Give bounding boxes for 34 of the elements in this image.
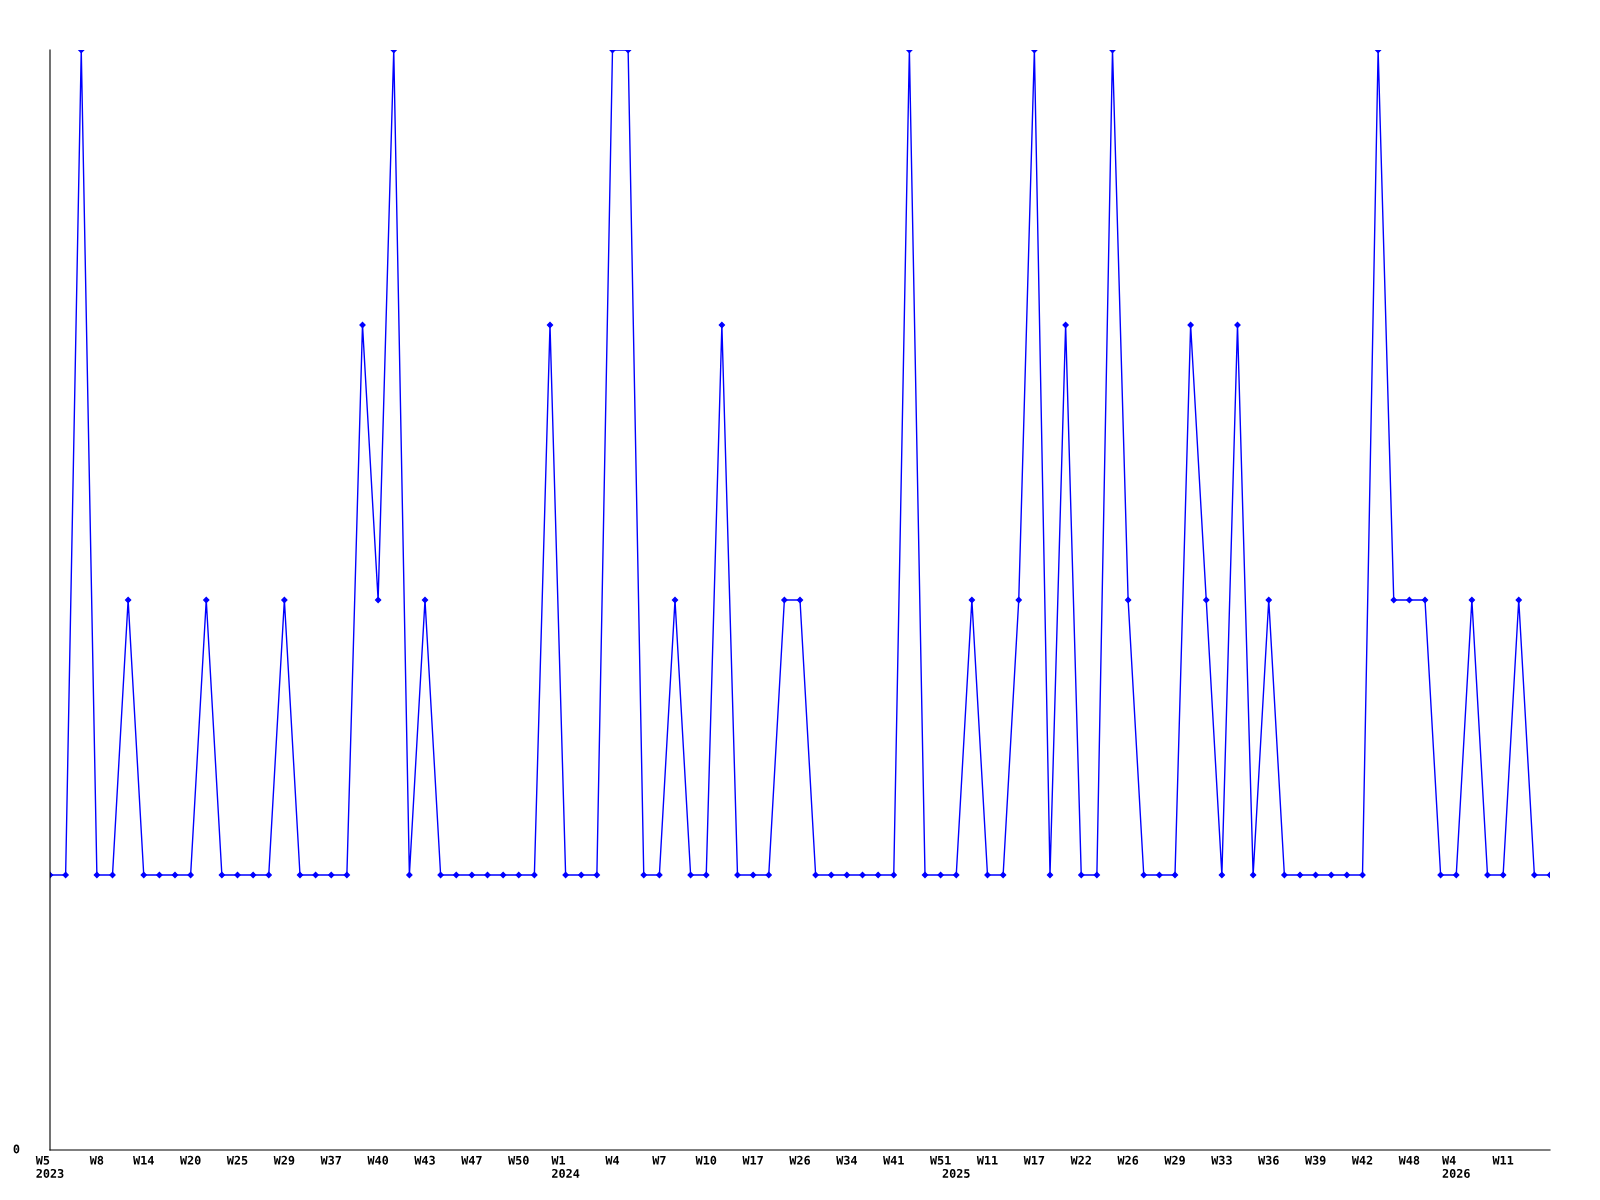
x-tick-label: W7 [652,1155,666,1165]
x-tick-label: W8 [89,1155,104,1165]
x-tick-label: W11 [1492,1155,1514,1165]
x-tick-label: 2025 [942,1168,970,1178]
x-tick-label: W1 2024 [551,1155,580,1178]
x-tick-label: W50 [508,1155,529,1165]
x-tick-label: W5 2023 [35,1155,64,1178]
x-tick-label: W51 [929,1155,951,1165]
x-tick-label: W37 [320,1155,342,1165]
x-tick-label: W26 [1117,1155,1139,1165]
x-tick-label: W17 [742,1155,763,1165]
x-tick-label: W17 [1023,1155,1045,1165]
x-tick-label: W39 [1304,1155,1326,1165]
x-tick-label: W4 [605,1155,620,1165]
x-tick-label: W40 [367,1155,389,1165]
x-tick-label: W25 [226,1155,248,1165]
x-tick-label: W41 [883,1155,904,1165]
x-tick-label: W20 [179,1155,201,1165]
x-tick-label: W42 [1351,1155,1373,1165]
x-tick-label: W48 [1398,1155,1420,1165]
text: 0 [13,1144,20,1154]
x-tick-label: W33 [1211,1155,1232,1165]
x-tick-label: W47 [461,1155,482,1165]
x-tick-label: W29 [1164,1155,1185,1165]
x-tick-label: W22 [1070,1155,1091,1165]
x-tick-label: W43 [414,1155,435,1165]
x-tick-label: W4 2026 [1442,1155,1470,1178]
x-tick-label: W34 [836,1155,858,1165]
x-tick-label: W11 [976,1155,998,1165]
x-tick-label: W29 [273,1155,295,1165]
x-tick-label: W26 [789,1155,811,1165]
x-tick-label: W36 [1258,1155,1279,1165]
x-tick-label: W14 [133,1155,154,1165]
x-tick-label: W10 [695,1155,717,1165]
